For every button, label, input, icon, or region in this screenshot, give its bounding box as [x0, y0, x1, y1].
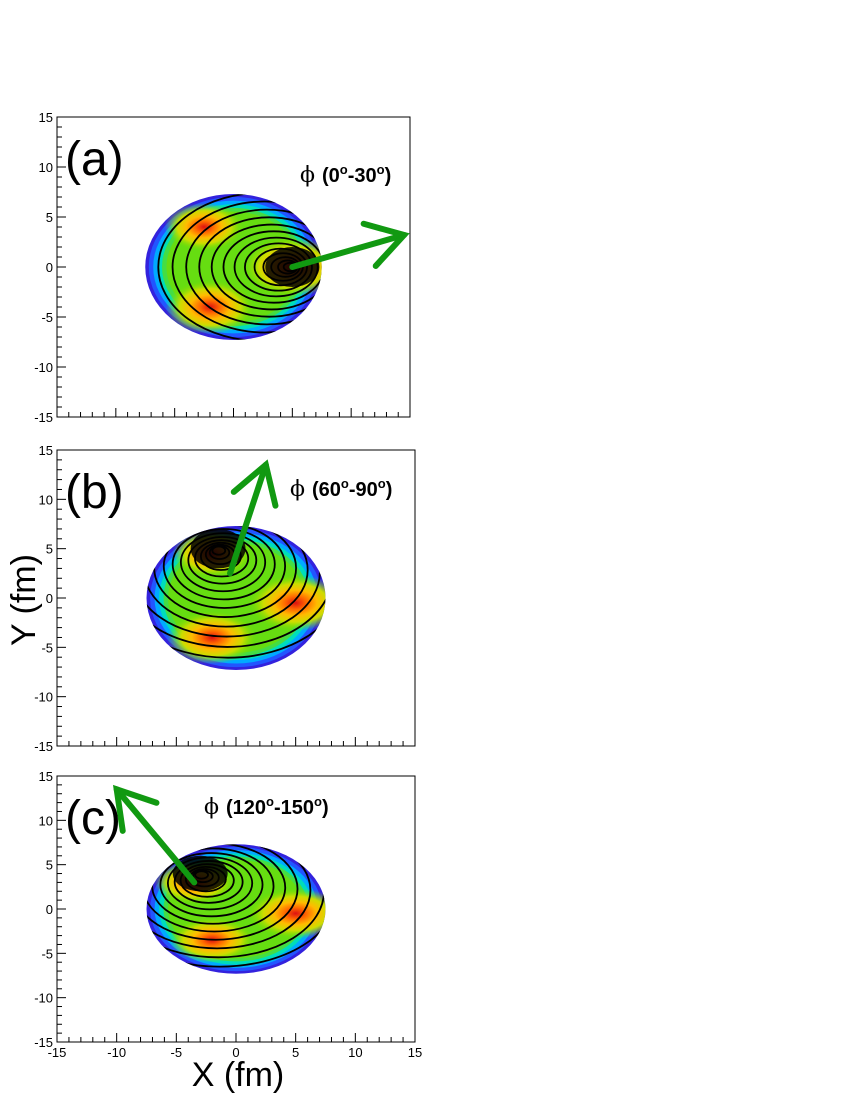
- contour-line: [146, 844, 312, 950]
- y-tick-label: 15: [39, 769, 53, 784]
- y-tick-label: 15: [39, 110, 53, 125]
- panel-label: (b): [65, 466, 124, 519]
- phi-annotation: ϕ (120o​-150o​): [204, 794, 329, 820]
- contour-line: [146, 525, 326, 659]
- y-tick-label: 10: [39, 160, 53, 175]
- panel-b: -15 -10 -5 0 5 10 15 (b) ϕ (60o​-90o​): [34, 443, 416, 754]
- panel-c: -15 -10 -5 0 5 10 15 -15 -10 -5 0 5 10 15 (c) ϕ (120o​-…: [34, 769, 422, 1060]
- direction-arrow: [112, 784, 198, 886]
- contour-line: [146, 525, 326, 648]
- x-tick-label: -10: [107, 1045, 126, 1060]
- contour-lines: [145, 194, 322, 340]
- contour-line: [146, 844, 299, 941]
- y-tick-label: -10: [34, 690, 53, 705]
- phi-annotation: ϕ (0o​-30o​): [300, 162, 391, 188]
- contour-line: [146, 525, 309, 628]
- y-tick-label: -10: [34, 360, 53, 375]
- y-tick-label: 5: [46, 858, 53, 873]
- y-tick-label: -5: [41, 310, 53, 325]
- x-tick-label: 5: [292, 1045, 299, 1060]
- x-tick-label: 15: [408, 1045, 422, 1060]
- y-tick-label: 5: [46, 542, 53, 557]
- y-tick-label: -5: [41, 946, 53, 961]
- hot-spot: [167, 610, 258, 665]
- panel-label: (c): [65, 792, 121, 845]
- y-tick-label: 0: [46, 902, 53, 917]
- y-tick-label: 10: [39, 813, 53, 828]
- x-axis-label: X (fm): [192, 1056, 285, 1094]
- contour-line: [185, 208, 322, 326]
- direction-arrow: [227, 459, 279, 577]
- panel-label: (a): [65, 133, 124, 186]
- axis-ticks: [56, 449, 416, 747]
- contour-line: [171, 200, 322, 334]
- y-tick-label: 0: [46, 591, 53, 606]
- x-tick-label: 10: [348, 1045, 362, 1060]
- contour-line: [159, 852, 264, 918]
- y-tick-label: -5: [41, 640, 53, 655]
- contour-line: [146, 844, 326, 968]
- y-tick-label: -15: [34, 410, 53, 425]
- y-tick-label: -15: [34, 739, 53, 754]
- contour-line: [198, 216, 322, 318]
- contour-lines: [146, 844, 326, 968]
- y-tick-label: -15: [34, 1035, 53, 1050]
- phi-annotation: ϕ (60o​-90o​): [290, 476, 392, 502]
- hot-spot: [164, 203, 244, 251]
- y-tick-label: 10: [39, 492, 53, 507]
- contour-line: [146, 844, 287, 933]
- contour-core: [172, 855, 228, 892]
- y-tick-label: 5: [46, 210, 53, 225]
- contour-line: [222, 230, 322, 304]
- x-tick-label: 0: [232, 1045, 239, 1060]
- axis-ticks: [56, 116, 411, 418]
- y-tick-label: 15: [39, 443, 53, 458]
- panel-a: -15 -10 -5 0 5 10 15 (a) ϕ (0o​-30o​): [34, 110, 411, 425]
- contour-line: [162, 525, 287, 609]
- y-tick-label: -10: [34, 991, 53, 1006]
- contour-line: [210, 223, 322, 311]
- axis-ticks: [56, 775, 416, 1043]
- direction-arrow: [289, 220, 410, 270]
- y-tick-label: 0: [46, 260, 53, 275]
- contour-line: [171, 528, 276, 601]
- x-tick-label: -5: [171, 1045, 183, 1060]
- contour-line: [157, 194, 322, 340]
- y-axis-label: Y (fm): [5, 554, 43, 646]
- x-tick-label: -15: [48, 1045, 67, 1060]
